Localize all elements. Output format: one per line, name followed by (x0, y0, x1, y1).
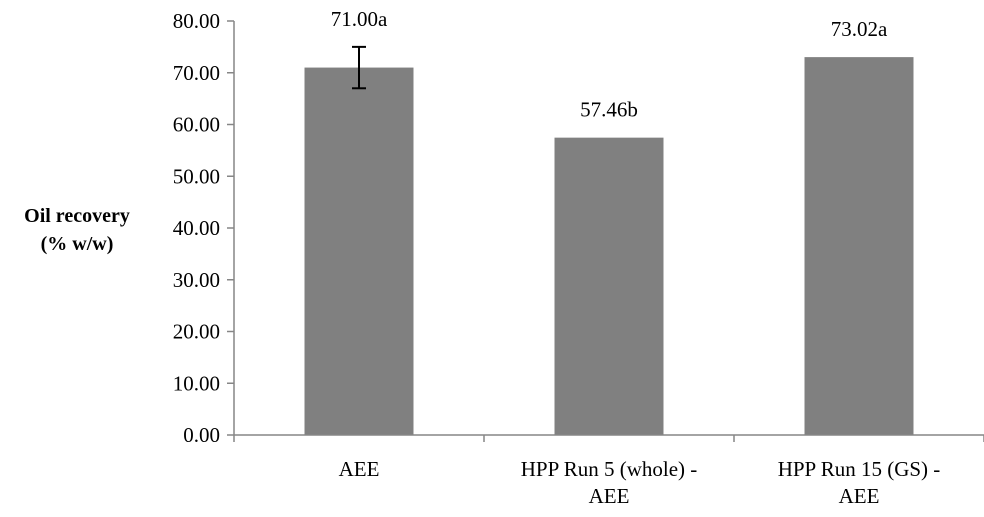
y-tick-label: 40.00 (173, 216, 220, 240)
y-axis-label-line: Oil recovery (24, 205, 130, 227)
x-tick-label: AEE (339, 457, 380, 481)
data-label: 57.46b (580, 98, 638, 122)
bar (304, 67, 414, 435)
data-labels: 71.00a 57.46b 73.02a (331, 7, 888, 122)
data-label: 73.02a (831, 17, 888, 41)
y-tick-label: 60.00 (173, 113, 220, 137)
y-axis-label-line: (% w/w) (41, 233, 114, 255)
y-axis-label: Oil recovery (% w/w) (24, 205, 130, 255)
y-tick-label: 70.00 (173, 61, 220, 85)
bars (304, 57, 914, 436)
x-tick-label-line: HPP Run 15 (GS) - (778, 457, 941, 481)
x-tick-label: HPP Run 15 (GS) - AEE (778, 457, 941, 508)
bar (804, 57, 914, 436)
y-tick-label: 30.00 (173, 268, 220, 292)
y-tick-label: 0.00 (183, 423, 220, 447)
error-bars (352, 45, 366, 90)
y-tick-label: 80.00 (173, 9, 220, 33)
x-tick-label-line: AEE (589, 484, 630, 508)
x-tick-label-line: AEE (339, 457, 380, 481)
y-axis: 0.00 10.00 20.00 30.00 40.00 50.00 60.00 70.00 8… (173, 9, 235, 447)
x-tick-label-line: AEE (839, 484, 880, 508)
y-tick-label: 50.00 (173, 164, 220, 188)
x-tick-label: HPP Run 5 (whole) - AEE (521, 457, 698, 508)
data-label: 71.00a (331, 7, 388, 31)
bar (554, 137, 664, 435)
y-tick-label: 20.00 (173, 320, 220, 344)
y-tick-label: 10.00 (173, 371, 220, 395)
x-tick-label-line: HPP Run 5 (whole) - (521, 457, 698, 481)
